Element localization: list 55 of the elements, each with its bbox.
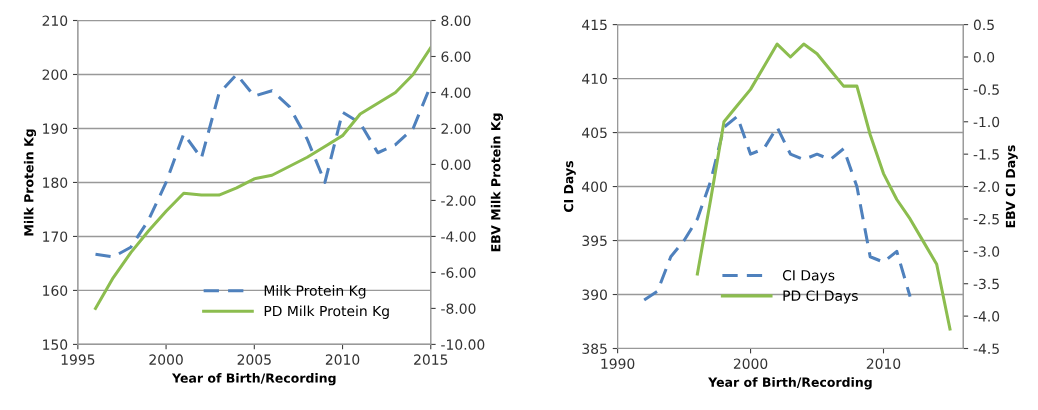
y2-tick-label: -4.00 bbox=[441, 231, 476, 242]
x-tick-label: 2000 bbox=[149, 354, 183, 365]
y2-tick-label: 8.00 bbox=[441, 15, 471, 26]
x-tick-label: 2015 bbox=[414, 354, 448, 365]
y2-tick-label: -2.5 bbox=[973, 213, 999, 225]
y2-axis-title: EBV CI Days bbox=[1005, 145, 1018, 228]
y-tick-label: 160 bbox=[43, 285, 68, 296]
line-series bbox=[642, 114, 912, 302]
x-tick-label: 2010 bbox=[325, 354, 360, 365]
y-tick-label: 400 bbox=[582, 181, 607, 193]
y-tick-label: 210 bbox=[42, 15, 68, 26]
y-axis-title: Milk Protein Kg bbox=[23, 129, 37, 236]
y2-axis-title: EBV Milk Protein Kg bbox=[490, 113, 504, 252]
y-tick-label: 170 bbox=[43, 231, 68, 242]
y2-tick-label: -4.0 bbox=[973, 311, 1000, 322]
y-tick-label: 200 bbox=[42, 69, 68, 80]
y2-tick-label: -6.00 bbox=[441, 267, 476, 278]
y2-tick-label: 0.00 bbox=[441, 159, 471, 170]
y2-tick-label: -1.5 bbox=[973, 149, 999, 160]
x-tick-label: 2005 bbox=[237, 354, 271, 365]
x-tick-label: 2010 bbox=[866, 358, 901, 369]
legend-label: CI Days bbox=[782, 270, 835, 284]
y-axis-title: CI Days bbox=[563, 161, 576, 213]
y2-tick-label: -1.0 bbox=[973, 116, 1000, 128]
y2-tick-label: -3.0 bbox=[973, 246, 1000, 257]
x-axis-title: Year of Birth/Recording bbox=[708, 377, 872, 390]
x-axis-title: Year of Birth/Recording bbox=[171, 373, 336, 386]
x-tick-label: 2000 bbox=[733, 358, 768, 369]
y-tick-label: 190 bbox=[43, 123, 68, 134]
y2-tick-label: 0.5 bbox=[973, 19, 994, 31]
y-tick-label: 415 bbox=[582, 19, 607, 31]
y2-tick-label: -4.5 bbox=[973, 343, 999, 354]
y2-tick-label: 0.0 bbox=[973, 51, 995, 63]
y-tick-label: 180 bbox=[43, 177, 68, 188]
y-tick-label: 150 bbox=[43, 339, 68, 350]
y-tick-label: 390 bbox=[582, 289, 607, 300]
x-tick-label: 1995 bbox=[61, 354, 95, 365]
y-tick-label: 405 bbox=[582, 127, 607, 139]
y2-tick-label: 2.00 bbox=[441, 123, 471, 134]
y2-tick-label: -10.00 bbox=[441, 339, 485, 350]
y2-tick-label: 4.00 bbox=[441, 87, 471, 98]
y2-tick-label: -3.5 bbox=[973, 278, 999, 290]
x-tick-label: 1990 bbox=[601, 358, 635, 369]
y2-tick-label: -2.0 bbox=[973, 181, 1000, 193]
y-tick-label: 385 bbox=[582, 343, 607, 354]
y2-tick-label: 6.00 bbox=[441, 51, 471, 62]
y2-tick-label: -8.00 bbox=[441, 303, 476, 314]
line-series bbox=[695, 42, 952, 331]
y-tick-label: 395 bbox=[582, 235, 607, 247]
legend-label: PD CI Days bbox=[783, 290, 858, 304]
y2-tick-label: -0.5 bbox=[973, 84, 999, 95]
legend-label: PD Milk Protein Kg bbox=[264, 305, 389, 319]
legend-label: Milk Protein Kg bbox=[264, 285, 366, 299]
y2-tick-label: -2.00 bbox=[441, 195, 476, 206]
y-tick-label: 410 bbox=[582, 73, 607, 85]
